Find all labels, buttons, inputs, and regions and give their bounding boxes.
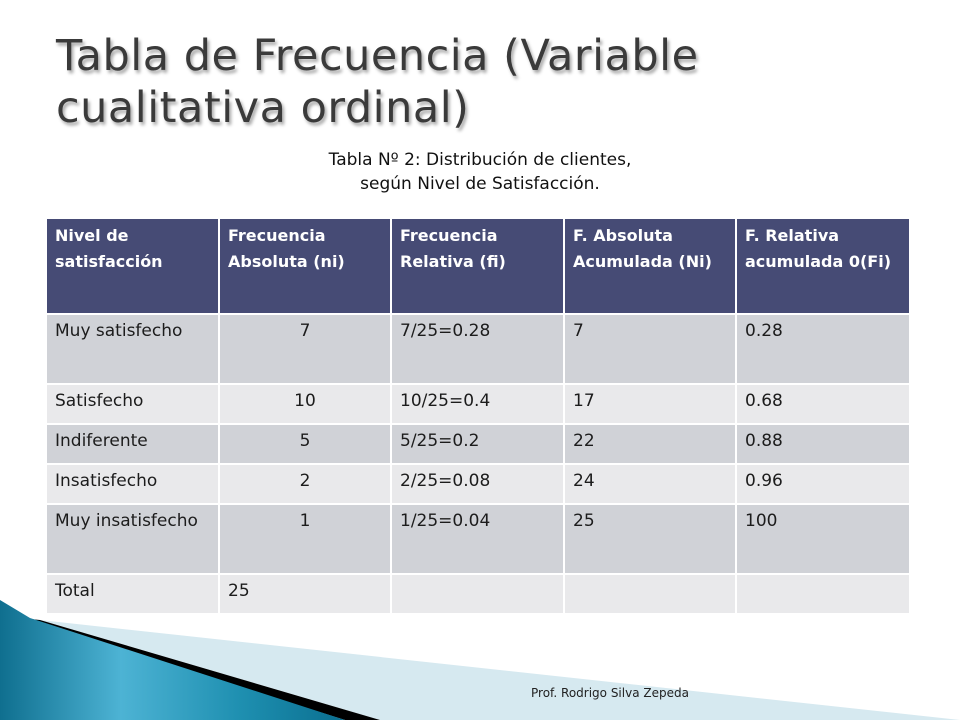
cell-fi: 5/25=0.2 (390, 423, 565, 465)
table-row: Muy satisfecho 7 7/25=0.28 7 0.28 (45, 313, 911, 385)
cell-Ni (563, 573, 737, 615)
cell-Fi (735, 573, 911, 615)
caption-line-2: según Nivel de Satisfacción. (360, 174, 600, 194)
slide-title: Tabla de Frecuencia (Variable cualitativ… (56, 31, 699, 133)
footer-author: Prof. Rodrigo Silva Zepeda (531, 686, 689, 700)
decorative-swoosh-graphic (0, 600, 960, 720)
cell-nivel: Muy satisfecho (45, 313, 220, 385)
cell-fi: 1/25=0.04 (390, 503, 565, 575)
table-row: Muy insatisfecho 1 1/25=0.04 25 100 (45, 503, 911, 575)
cell-Fi: 0.96 (735, 463, 911, 505)
header-absoluta-acumulada: F. Absoluta Acumulada (Ni) (563, 217, 737, 315)
table-header-row: Nivel de satisfacción Frecuencia Absolut… (45, 217, 911, 315)
table-row: Satisfecho 10 10/25=0.4 17 0.68 (45, 383, 911, 425)
cell-fi: 2/25=0.08 (390, 463, 565, 505)
cell-Ni: 25 (563, 503, 737, 575)
cell-Ni: 22 (563, 423, 737, 465)
cell-ni: 10 (218, 383, 392, 425)
cell-fi (390, 573, 565, 615)
table-row-total: Total 25 (45, 573, 911, 615)
cell-nivel: Muy insatisfecho (45, 503, 220, 575)
cell-fi: 10/25=0.4 (390, 383, 565, 425)
cell-nivel: Indiferente (45, 423, 220, 465)
cell-ni: 25 (218, 573, 392, 615)
header-relativa-acumulada: F. Relativa acumulada 0(Fi) (735, 217, 911, 315)
table-caption: Tabla Nº 2: Distribución de clientes, se… (230, 148, 730, 196)
header-nivel: Nivel de satisfacción (45, 217, 220, 315)
cell-Fi: 100 (735, 503, 911, 575)
cell-Ni: 7 (563, 313, 737, 385)
cell-fi: 7/25=0.28 (390, 313, 565, 385)
cell-ni: 7 (218, 313, 392, 385)
cell-nivel: Satisfecho (45, 383, 220, 425)
cell-ni: 1 (218, 503, 392, 575)
cell-Fi: 0.28 (735, 313, 911, 385)
caption-line-1: Tabla Nº 2: Distribución de clientes, (328, 150, 632, 170)
cell-ni: 5 (218, 423, 392, 465)
table-row: Indiferente 5 5/25=0.2 22 0.88 (45, 423, 911, 465)
cell-Ni: 17 (563, 383, 737, 425)
cell-ni: 2 (218, 463, 392, 505)
cell-nivel: Insatisfecho (45, 463, 220, 505)
header-frecuencia-absoluta: Frecuencia Absoluta (ni) (218, 217, 392, 315)
cell-nivel: Total (45, 573, 220, 615)
cell-Fi: 0.88 (735, 423, 911, 465)
cell-Ni: 24 (563, 463, 737, 505)
header-frecuencia-relativa: Frecuencia Relativa (fi) (390, 217, 565, 315)
frequency-table: Nivel de satisfacción Frecuencia Absolut… (45, 217, 911, 615)
table-row: Insatisfecho 2 2/25=0.08 24 0.96 (45, 463, 911, 505)
cell-Fi: 0.68 (735, 383, 911, 425)
